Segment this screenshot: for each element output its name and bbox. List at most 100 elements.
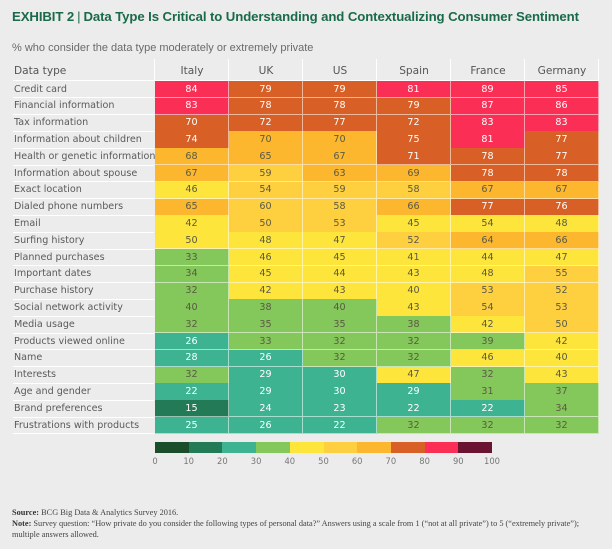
row-divider — [13, 97, 154, 99]
heatmap-cell: 26 — [229, 417, 303, 435]
heatmap-cell: 46 — [229, 249, 303, 267]
legend-swatch — [289, 442, 324, 453]
heatmap-cell: 22 — [303, 417, 377, 435]
column-divider — [154, 59, 155, 81]
row-divider — [13, 399, 154, 401]
heatmap-cell: 23 — [303, 400, 377, 418]
exhibit-label: EXHIBIT 2 — [12, 9, 75, 24]
heatmap-cell: 70 — [229, 131, 303, 149]
heatmap-cell: 35 — [303, 316, 377, 334]
row-label: Exact location — [14, 184, 82, 196]
heatmap-cell: 15 — [155, 400, 229, 418]
heatmap-cell: 83 — [451, 114, 525, 132]
heatmap-cell: 32 — [377, 349, 451, 367]
legend-swatch — [222, 442, 257, 453]
heatmap-cell: 32 — [303, 349, 377, 367]
row-divider — [13, 416, 154, 418]
row-label: Important dates — [14, 268, 92, 280]
heatmap-cell: 89 — [451, 81, 525, 99]
row-label: Surfing history — [14, 234, 85, 246]
column-header: Germany — [537, 65, 587, 77]
row-label: Age and gender — [14, 385, 91, 397]
heatmap-cell: 32 — [451, 366, 525, 384]
row-divider — [13, 332, 154, 334]
heatmap-cell: 42 — [155, 215, 229, 233]
heatmap-cell: 67 — [525, 181, 599, 199]
column-divider — [598, 59, 599, 81]
heatmap-cell: 68 — [155, 148, 229, 166]
heatmap-cell: 70 — [303, 131, 377, 149]
heatmap-cell: 43 — [303, 282, 377, 300]
title-text: Data Type Is Critical to Understanding a… — [83, 9, 579, 24]
heatmap-cell: 30 — [303, 383, 377, 401]
heatmap-cell: 38 — [229, 299, 303, 317]
source-label: Source: — [12, 508, 40, 517]
heatmap-cell: 42 — [229, 282, 303, 300]
column-divider — [376, 59, 377, 81]
heatmap-cell: 32 — [451, 417, 525, 435]
column-header: Italy — [180, 65, 204, 77]
column-divider — [524, 59, 525, 81]
legend-tick-label: 0 — [152, 456, 158, 466]
heatmap-cell: 32 — [155, 366, 229, 384]
legend-swatch — [155, 442, 190, 453]
heatmap-cell: 26 — [229, 349, 303, 367]
legend-swatch — [357, 442, 392, 453]
source-text: BCG Big Data & Analytics Survey 2016. — [39, 508, 179, 517]
heatmap-cell: 63 — [303, 165, 377, 183]
legend-swatch — [390, 442, 426, 453]
row-label: Health or genetic information — [14, 150, 156, 162]
row-divider — [13, 231, 154, 233]
heatmap-cell: 32 — [377, 333, 451, 351]
row-label: Email — [14, 217, 41, 229]
row-label: Tax information — [14, 117, 89, 129]
heatmap-cell: 29 — [229, 366, 303, 384]
heatmap-cell: 65 — [155, 198, 229, 216]
row-divider — [13, 315, 154, 317]
row-label: Products viewed online — [14, 335, 125, 347]
heatmap-cell: 38 — [377, 316, 451, 334]
legend-swatch — [256, 442, 291, 453]
heatmap-cell: 53 — [525, 299, 599, 317]
heatmap-cell: 65 — [229, 148, 303, 166]
heatmap-cell: 29 — [229, 383, 303, 401]
heatmap-cell: 32 — [525, 417, 599, 435]
heatmap-cell: 22 — [451, 400, 525, 418]
row-label: Brand preferences — [14, 402, 103, 414]
row-divider — [13, 248, 154, 250]
heatmap-cell: 78 — [451, 148, 525, 166]
heatmap-cell: 42 — [451, 316, 525, 334]
heatmap-cell: 24 — [229, 400, 303, 418]
row-divider — [13, 147, 154, 149]
heatmap-cell: 75 — [377, 131, 451, 149]
heatmap-cell: 52 — [525, 282, 599, 300]
row-divider — [13, 114, 154, 116]
heatmap-cell: 32 — [303, 333, 377, 351]
heatmap-cell: 45 — [377, 215, 451, 233]
heatmap-cell: 79 — [377, 97, 451, 115]
heatmap-cell: 79 — [303, 81, 377, 99]
heatmap-cell: 72 — [377, 114, 451, 132]
heatmap-cell: 58 — [377, 181, 451, 199]
heatmap-cell: 48 — [229, 232, 303, 250]
heatmap-cell: 47 — [525, 249, 599, 267]
heatmap-cell: 45 — [229, 265, 303, 283]
heatmap-cell: 42 — [525, 333, 599, 351]
heatmap-cell: 50 — [229, 215, 303, 233]
heatmap-cell: 40 — [303, 299, 377, 317]
column-divider — [228, 59, 229, 81]
column-header: Spain — [399, 65, 429, 77]
heatmap-cell: 53 — [303, 215, 377, 233]
heatmap-cell: 67 — [155, 165, 229, 183]
heatmap-cell: 40 — [525, 349, 599, 367]
note-text: Survey question: “How private do you con… — [12, 519, 580, 539]
heatmap-cell: 52 — [377, 232, 451, 250]
note-label: Note: — [12, 519, 32, 528]
legend-tick-label: 40 — [284, 456, 296, 466]
row-divider — [13, 366, 154, 368]
row-divider — [13, 130, 154, 132]
heatmap-cell: 45 — [303, 249, 377, 267]
heatmap-cell: 78 — [525, 165, 599, 183]
heatmap-cell: 31 — [451, 383, 525, 401]
legend-swatch — [424, 442, 459, 453]
